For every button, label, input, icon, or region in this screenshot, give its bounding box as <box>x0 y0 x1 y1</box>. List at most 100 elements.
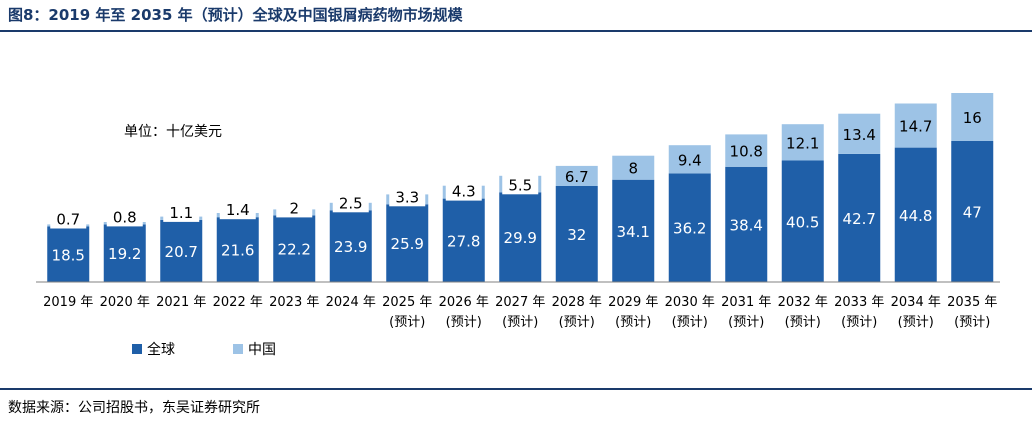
bar-global-12 <box>725 166 768 282</box>
label-global-8: 29.9 <box>504 229 537 247</box>
label-global-1: 19.2 <box>108 245 141 263</box>
label-china-2: 1.1 <box>169 204 193 222</box>
label-china-3: 1.4 <box>226 201 250 219</box>
bar-global-7 <box>442 198 485 282</box>
bar-china-13 <box>781 124 824 161</box>
bar-global-0 <box>47 226 90 282</box>
legend-label-global: 全球 <box>147 341 175 358</box>
bar-global-1 <box>103 224 146 282</box>
label-bg-china-3 <box>219 199 256 220</box>
x-tick-label-11: 2030 年 <box>665 295 715 310</box>
x-tick-label-2: 2021 年 <box>156 295 206 310</box>
label-global-10: 34.1 <box>617 223 650 241</box>
x-tick-sublabel-15: (预计) <box>898 315 934 330</box>
bar-global-16 <box>951 141 994 282</box>
label-global-3: 21.6 <box>221 242 254 260</box>
source-rule <box>0 388 1032 390</box>
label-global-12: 38.4 <box>730 216 763 234</box>
label-bg-china-2 <box>163 201 200 222</box>
x-tick-label-15: 2034 年 <box>891 295 941 310</box>
label-china-13: 12.1 <box>786 134 819 152</box>
label-china-6: 3.3 <box>395 188 419 206</box>
label-global-14: 42.7 <box>843 210 876 228</box>
label-china-0: 0.7 <box>56 211 80 229</box>
label-china-5: 2.5 <box>339 194 363 212</box>
label-china-15: 14.7 <box>899 118 932 136</box>
bar-global-2 <box>160 219 203 282</box>
x-tick-label-1: 2020 年 <box>100 295 150 310</box>
label-global-11: 36.2 <box>673 220 706 238</box>
label-bg-china-4 <box>276 197 313 218</box>
x-tick-sublabel-11: (预计) <box>672 315 708 330</box>
legend: 全球 中国 <box>132 341 276 358</box>
label-bg-china-8 <box>502 174 539 195</box>
label-china-16: 16 <box>963 109 982 127</box>
x-tick-label-4: 2023 年 <box>269 295 319 310</box>
x-tick-label-14: 2033 年 <box>834 295 884 310</box>
label-china-10: 8 <box>628 160 638 178</box>
label-china-4: 2 <box>289 199 299 217</box>
x-tick-sublabel-7: (预计) <box>446 315 482 330</box>
legend-label-china: 中国 <box>248 342 276 358</box>
label-global-7: 27.8 <box>447 232 480 250</box>
x-tick-sublabel-12: (预计) <box>728 315 764 330</box>
label-global-9: 32 <box>567 226 586 244</box>
bar-china-10 <box>612 155 655 180</box>
x-tick-label-12: 2031 年 <box>721 295 771 310</box>
label-china-14: 13.4 <box>843 126 876 144</box>
label-bg-china-1 <box>106 206 143 227</box>
bar-china-15 <box>894 103 937 148</box>
x-tick-sublabel-8: (预计) <box>502 315 538 330</box>
bar-global-6 <box>386 204 429 282</box>
x-tick-label-5: 2024 年 <box>326 295 376 310</box>
source-note: 数据来源：公司招股书，东吴证券研究所 <box>8 400 260 416</box>
figure-title: 图8：2019 年至 2035 年（预计）全球及中国银屑病药物市场规模 <box>8 6 463 24</box>
x-tick-label-7: 2026 年 <box>439 295 489 310</box>
label-global-2: 20.7 <box>165 243 198 261</box>
bar-china-12 <box>725 134 768 167</box>
bar-global-13 <box>781 160 824 282</box>
x-tick-label-13: 2032 年 <box>778 295 828 310</box>
bar-china-9 <box>555 165 598 186</box>
bar-china-11 <box>668 145 711 174</box>
bar-global-10 <box>612 179 655 282</box>
label-global-16: 47 <box>963 204 982 222</box>
bar-global-14 <box>838 153 881 282</box>
label-global-15: 44.8 <box>899 207 932 225</box>
bar-global-4 <box>273 215 316 282</box>
label-global-5: 23.9 <box>334 238 367 256</box>
x-tick-label-6: 2025 年 <box>382 295 432 310</box>
label-china-7: 4.3 <box>452 183 476 201</box>
bar-global-9 <box>555 186 598 282</box>
bars-group: 18.5 0.7 19.2 0.8 20.7 1.1 21.6 1.4 22.2 2 23.9 2.5… <box>47 93 994 282</box>
label-bg-china-0 <box>50 208 87 229</box>
stacked-bar-chart: 单位：十亿美元 18.5 0.7 19.2 0.8 20.7 1.1 21.6 1.4 22.2… <box>36 93 1000 358</box>
label-global-6: 25.9 <box>391 235 424 253</box>
label-global-4: 22.2 <box>278 241 311 259</box>
x-tick-label-3: 2022 年 <box>213 295 263 310</box>
x-tick-sublabel-14: (预计) <box>841 315 877 330</box>
x-tick-label-0: 2019 年 <box>43 295 93 310</box>
x-tick-sublabel-9: (预计) <box>559 315 595 330</box>
x-tick-label-16: 2035 年 <box>947 295 997 310</box>
bar-global-5 <box>329 210 372 282</box>
x-tick-label-10: 2029 年 <box>608 295 658 310</box>
label-china-1: 0.8 <box>113 208 137 226</box>
legend-swatch-china <box>233 344 243 354</box>
x-axis-labels: 2019 年 2020 年 2021 年 2022 年 2023 年 2024 年 2025… <box>43 295 997 330</box>
bar-global-8 <box>499 192 542 282</box>
bar-china-14 <box>838 113 881 154</box>
label-china-8: 5.5 <box>508 176 532 194</box>
x-tick-label-8: 2027 年 <box>495 295 545 310</box>
x-tick-label-9: 2028 年 <box>552 295 602 310</box>
title-rule <box>0 30 1032 32</box>
label-bg-china-7 <box>445 180 482 201</box>
legend-swatch-global <box>132 344 142 354</box>
x-tick-sublabel-13: (预计) <box>785 315 821 330</box>
x-tick-sublabel-6: (预计) <box>389 315 425 330</box>
label-china-9: 6.7 <box>565 168 589 186</box>
label-global-13: 40.5 <box>786 213 819 231</box>
x-tick-sublabel-16: (预计) <box>954 315 990 330</box>
bar-china-16 <box>951 93 994 141</box>
label-bg-china-6 <box>389 186 426 207</box>
